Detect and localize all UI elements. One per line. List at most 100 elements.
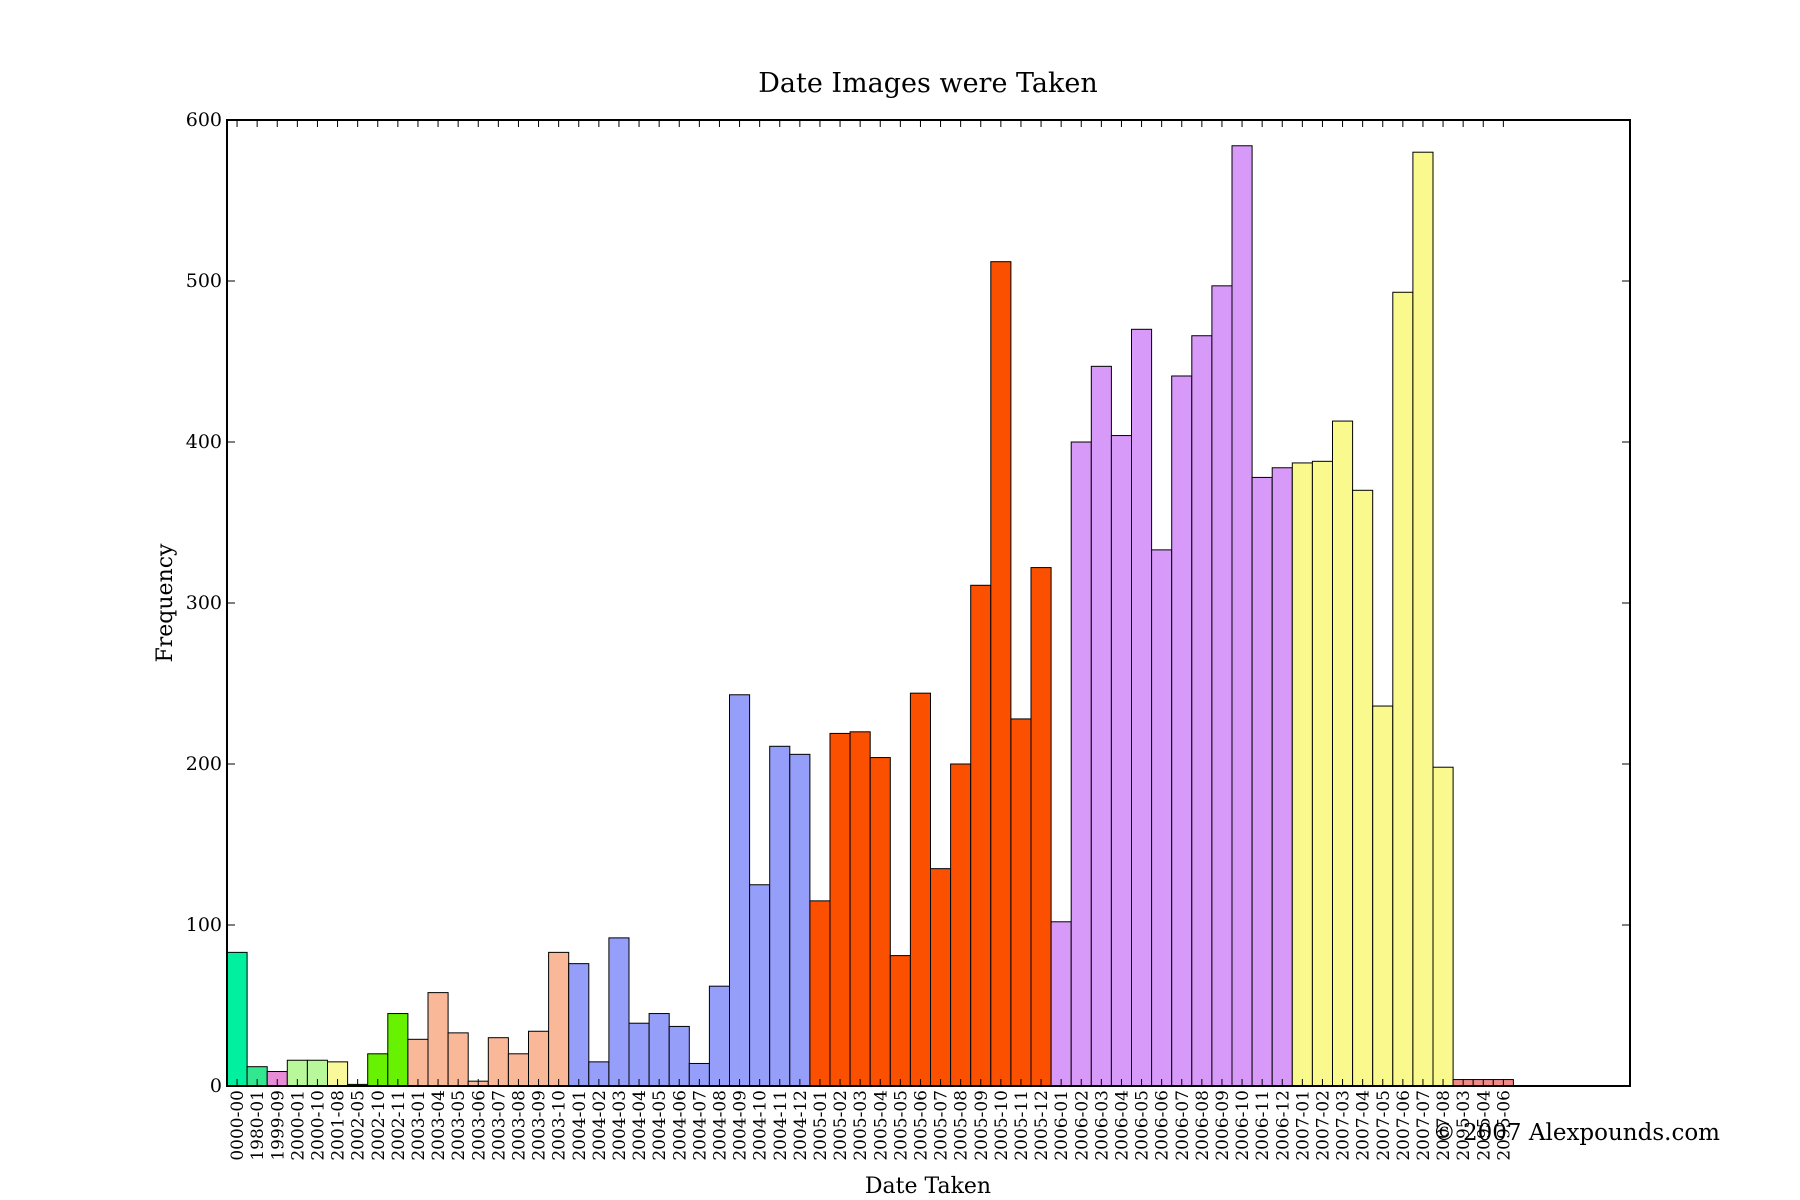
x-tick-label-2007-03: 2007-03	[1334, 1090, 1354, 1161]
bars-group	[226, 145, 1514, 1087]
bar-2006-04	[1110, 435, 1133, 1087]
x-tick-label-2004-02: 2004-02	[590, 1090, 610, 1161]
x-tick-label-2004-01: 2004-01	[570, 1090, 590, 1161]
y-tick-label-200: 200	[186, 753, 222, 775]
x-tick-label-2007-04: 2007-04	[1354, 1090, 1374, 1161]
x-tick-label-2005-08: 2005-08	[952, 1090, 972, 1161]
x-tick-label-2004-11: 2004-11	[771, 1090, 791, 1161]
bar-2006-08	[1191, 335, 1213, 1087]
x-tick-label-2004-10: 2004-10	[751, 1090, 771, 1161]
bar-2004-09	[729, 694, 751, 1087]
bar-2007-05	[1372, 705, 1394, 1087]
bar-2004-12	[789, 753, 811, 1087]
bar-2006-12	[1271, 467, 1293, 1087]
x-tick-label-2006-10: 2006-10	[1233, 1090, 1253, 1161]
x-tick-label-2007-06: 2007-06	[1394, 1090, 1414, 1161]
bar-2006-05	[1131, 328, 1153, 1087]
x-tick-label-2003-10: 2003-10	[550, 1090, 570, 1161]
x-tick-label-2007-02: 2007-02	[1313, 1090, 1333, 1161]
bar-2007-03	[1332, 420, 1354, 1087]
x-tick-label-2007-07: 2007-07	[1414, 1090, 1434, 1161]
x-tick-label-2006-01: 2006-01	[1052, 1090, 1072, 1161]
x-tick-label-2095-03: 2095-03	[1454, 1090, 1474, 1161]
x-tick-label-2004-04: 2004-04	[630, 1090, 650, 1161]
x-tick-label-2005-06: 2005-06	[911, 1090, 931, 1161]
bar-2004-01	[568, 963, 590, 1087]
x-tick-label-2006-09: 2006-09	[1213, 1090, 1233, 1161]
bar-2005-04	[869, 757, 891, 1087]
bar-2006-06	[1151, 549, 1173, 1087]
x-tick-label-2006-08: 2006-08	[1193, 1090, 1213, 1161]
x-tick-label-2004-12: 2004-12	[791, 1090, 811, 1161]
x-tick-label-1999-09: 1999-09	[268, 1090, 288, 1161]
x-tick-label-2003-08: 2003-08	[509, 1090, 529, 1161]
y-tick-label-100: 100	[186, 914, 222, 936]
x-tick-label-2005-05: 2005-05	[891, 1090, 911, 1161]
x-tick-label-2006-12: 2006-12	[1273, 1090, 1293, 1161]
bar-2005-07	[930, 868, 952, 1087]
x-axis: 0000-00 1980-01 1999-09 2000-01 2000-10 2001-…	[228, 120, 1514, 1161]
x-tick-label-2006-06: 2006-06	[1153, 1090, 1173, 1161]
x-tick-label-2005-12: 2005-12	[1032, 1090, 1052, 1161]
bar-2004-10	[749, 884, 771, 1087]
x-tick-label-2000-10: 2000-10	[308, 1090, 328, 1161]
x-tick-label-2002-11: 2002-11	[389, 1090, 409, 1161]
x-tick-label-2003-09: 2003-09	[530, 1090, 550, 1161]
x-tick-label-2001-08: 2001-08	[329, 1090, 349, 1161]
plot-frame	[226, 119, 1631, 1087]
bar-2005-03	[849, 731, 871, 1087]
x-tick-label-2005-09: 2005-09	[972, 1090, 992, 1161]
x-tick-label-2004-05: 2004-05	[650, 1090, 670, 1161]
bar-2007-04	[1352, 489, 1374, 1087]
bar-2005-10	[990, 261, 1012, 1087]
y-tick-label-500: 500	[186, 270, 222, 292]
y-axis: 0 100 200 300 400 500 600	[186, 109, 1630, 1097]
chart-title: Date Images were Taken	[758, 68, 1098, 99]
bar-2005-05	[889, 955, 911, 1087]
y-axis-label: Frequency	[153, 543, 178, 663]
y-tick-label-600: 600	[186, 109, 222, 131]
bar-2005-06	[909, 692, 932, 1087]
bar-2003-07	[487, 1037, 509, 1087]
bar-2006-07	[1171, 375, 1193, 1087]
x-tick-label-2006-07: 2006-07	[1173, 1090, 1193, 1161]
x-tick-label-2005-11: 2005-11	[1012, 1090, 1032, 1161]
bar-2005-01	[809, 900, 831, 1087]
x-tick-label-0000-00: 0000-00	[228, 1090, 248, 1161]
bar-2004-11	[769, 745, 791, 1087]
x-tick-label-2002-05: 2002-05	[349, 1090, 369, 1161]
x-tick-label-2005-03: 2005-03	[851, 1090, 871, 1161]
bar-2007-02	[1311, 460, 1334, 1087]
bar-2005-11	[1010, 718, 1032, 1087]
x-tick-label-2004-08: 2004-08	[710, 1090, 730, 1161]
x-tick-label-2006-04: 2006-04	[1112, 1090, 1132, 1161]
x-tick-label-2003-01: 2003-01	[409, 1090, 429, 1161]
y-tick-label-400: 400	[186, 431, 222, 453]
y-tick-label-300: 300	[186, 592, 222, 614]
x-tick-label-2005-02: 2005-02	[831, 1090, 851, 1161]
x-tick-label-2003-07: 2003-07	[489, 1090, 509, 1161]
y-tick-label-0: 0	[210, 1075, 222, 1097]
bar-2006-10	[1231, 145, 1253, 1087]
bar-2006-09	[1211, 285, 1233, 1087]
x-tick-label-2006-05: 2006-05	[1133, 1090, 1153, 1161]
x-tick-label-2007-05: 2007-05	[1374, 1090, 1394, 1161]
bar-2005-02	[829, 732, 851, 1087]
x-tick-label-2004-07: 2004-07	[690, 1090, 710, 1161]
x-tick-label-2005-07: 2005-07	[932, 1090, 952, 1161]
x-tick-label-2005-04: 2005-04	[871, 1090, 891, 1161]
x-tick-label-2002-10: 2002-10	[369, 1090, 389, 1161]
bar-2005-12	[1030, 567, 1052, 1087]
bar-2007-06	[1392, 291, 1414, 1087]
bar-2003-05	[447, 1032, 469, 1087]
bar-2004-04	[628, 1022, 650, 1087]
x-tick-label-2004-06: 2004-06	[670, 1090, 690, 1161]
bar-2006-02	[1070, 441, 1092, 1087]
bar-2002-11	[387, 1013, 409, 1087]
x-tick-label-2006-02: 2006-02	[1072, 1090, 1092, 1161]
x-tick-label-2004-03: 2004-03	[610, 1090, 630, 1161]
x-tick-label-2005-01: 2005-01	[811, 1090, 831, 1161]
bar-2005-09	[970, 584, 992, 1087]
x-tick-label-1980-01: 1980-01	[248, 1090, 268, 1161]
